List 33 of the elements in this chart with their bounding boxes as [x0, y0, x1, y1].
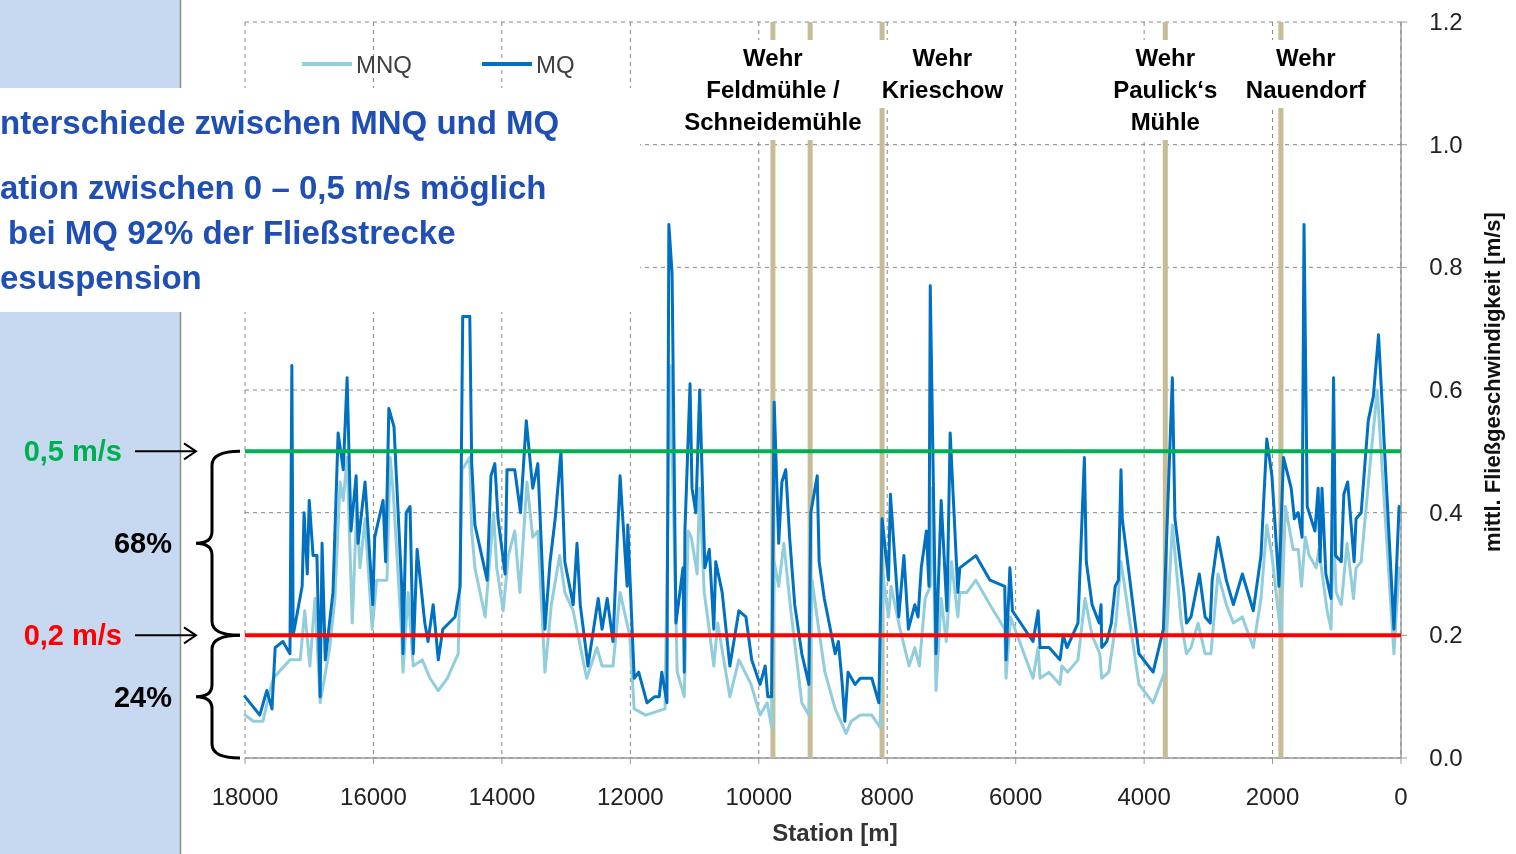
- ref-line-label: 0,2 m/s: [23, 619, 122, 652]
- x-tick-label: 10000: [725, 783, 793, 810]
- y-tick-label: 0.6: [1429, 376, 1463, 403]
- x-tick-label: 6000: [988, 783, 1043, 810]
- ref-line-label: 0,5 m/s: [23, 435, 122, 468]
- y-tick-label: 1.0: [1429, 130, 1463, 158]
- text: 24%: [113, 680, 173, 713]
- y-axis-title: mittl. Fließgeschwindigkeit [m/s]: [1480, 212, 1505, 552]
- x-axis-title: Station [m]: [772, 819, 898, 846]
- x-tick-label: 2000: [1245, 783, 1300, 810]
- annotation: bei MQ 92% der Fließstrecke: [8, 214, 456, 251]
- x-tick-label: 18000: [211, 783, 279, 810]
- x-tick-label: 4000: [1117, 783, 1171, 810]
- annotation: nterschiede zwischen MNQ und MQ: [0, 104, 560, 141]
- legend-label: MQ: [536, 51, 575, 78]
- x-tick-label: 14000: [468, 783, 536, 810]
- y-tick-label: 0.8: [1429, 253, 1463, 281]
- ref-line-label: Wehr Krieschow: [881, 44, 1004, 103]
- y-tick-label: 0.0: [1429, 744, 1463, 771]
- legend-label: MNQ: [356, 51, 412, 78]
- text: esuspension: [0, 259, 202, 296]
- y-tick-label: 1.2: [1429, 8, 1463, 35]
- x-tick-label: 8000: [860, 783, 914, 810]
- y-tick-label: 0.2: [1429, 621, 1463, 649]
- x-tick-label: 12000: [596, 783, 664, 810]
- text: 68%: [113, 527, 173, 560]
- x-tick-label: 0: [1394, 783, 1408, 810]
- x-tick-label: 16000: [340, 783, 407, 810]
- ref-line-label: Wehr Feldmühle / Schneidemühle: [684, 44, 862, 135]
- y-tick-label: 0.4: [1429, 498, 1463, 526]
- ref-line-label: Wehr Nauendorf: [1245, 44, 1367, 103]
- ref-line-label: Wehr Paulick‘s Mühle: [1113, 44, 1218, 135]
- annotation: ation zwischen 0 – 0,5 m/s möglich: [0, 169, 547, 206]
